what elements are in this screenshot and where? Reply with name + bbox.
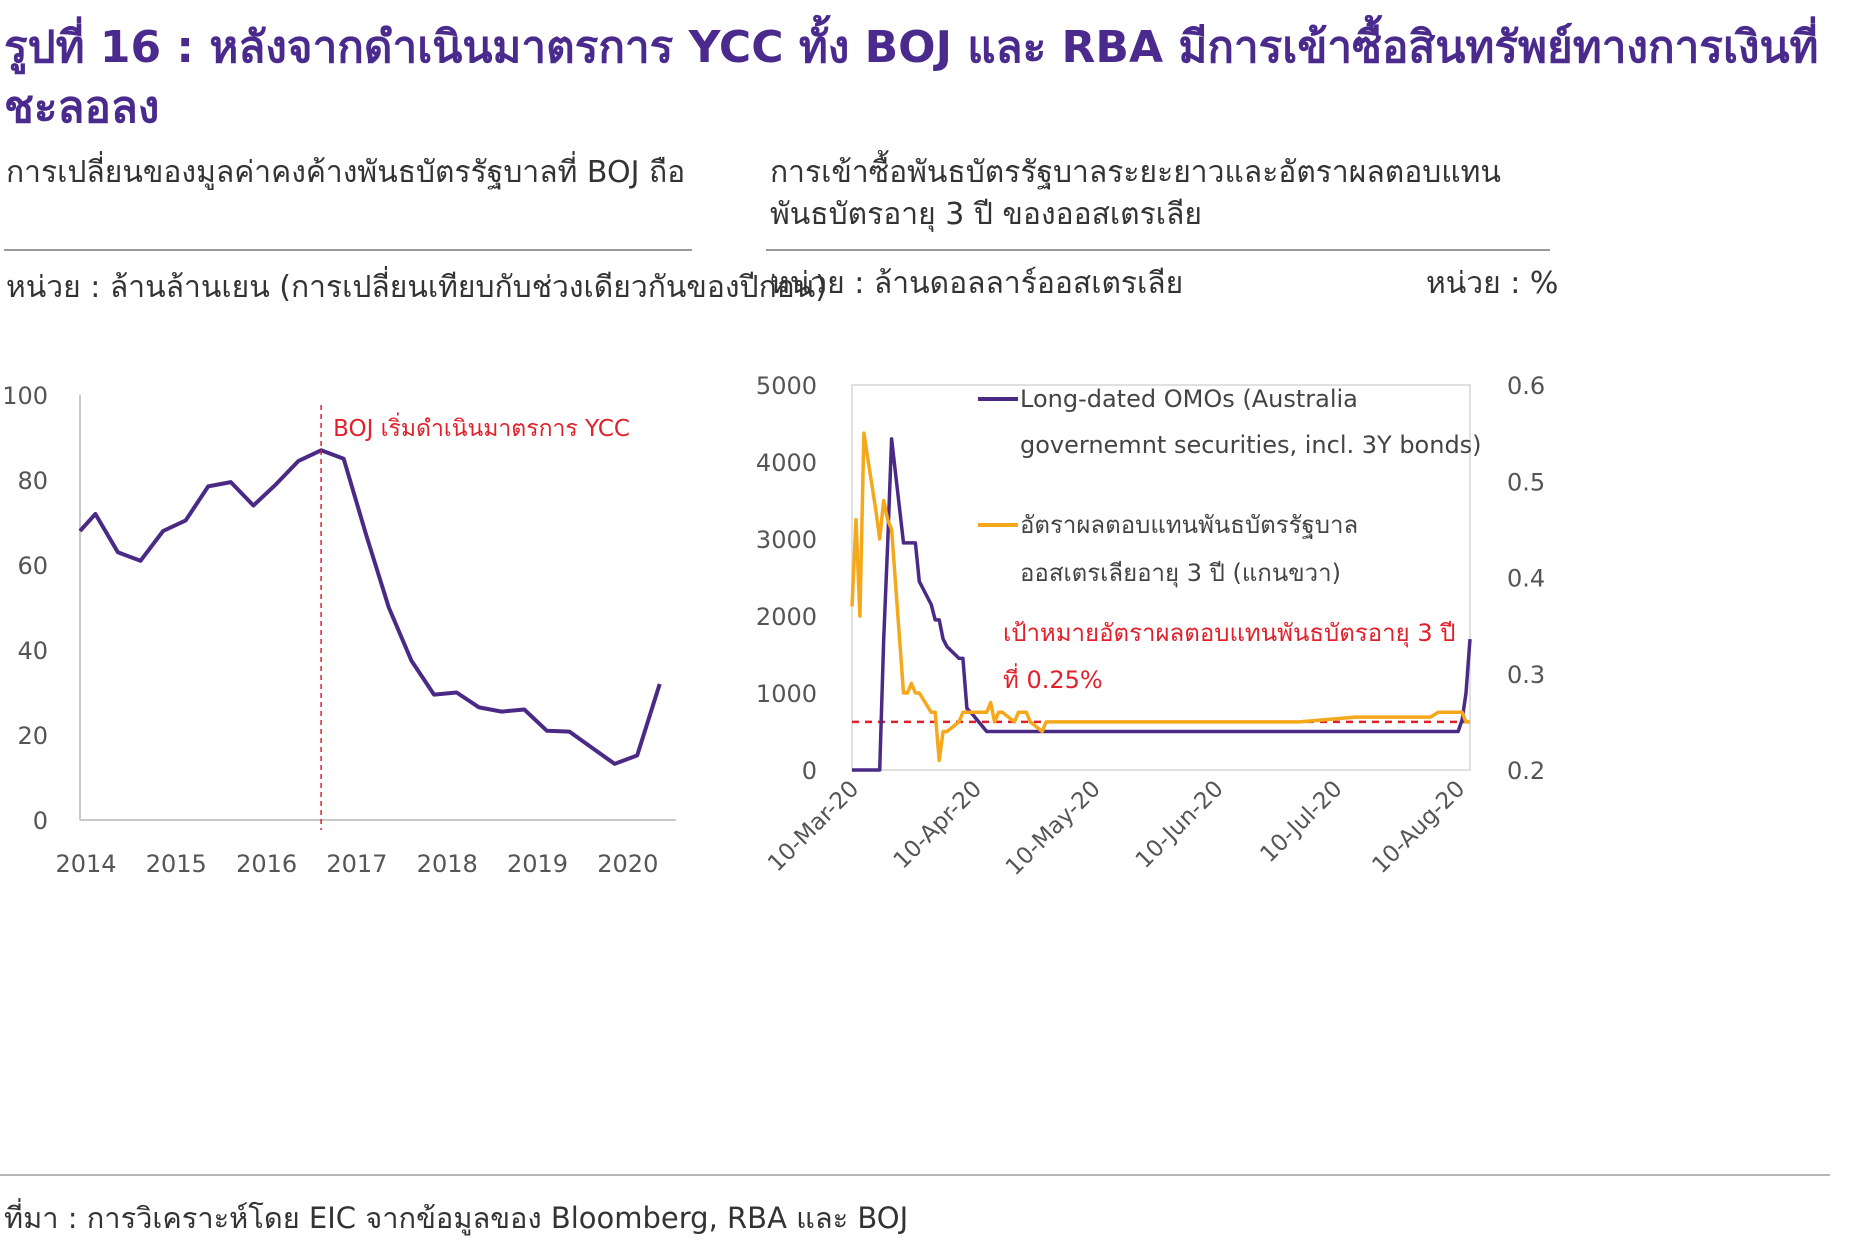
right-y-tick-label: 0.6 xyxy=(1507,372,1545,400)
x-tick-label: 10-May-20 xyxy=(1001,776,1106,881)
right-y-tick-label: 0.5 xyxy=(1507,468,1545,496)
left-y-tick-label: 3000 xyxy=(756,526,817,554)
y-tick-label: 60 xyxy=(17,552,48,580)
right-unit-label: หน่วย : ล้านดอลลาร์ออสเตรเลีย xyxy=(770,266,1184,301)
y-tick-label: 0 xyxy=(33,807,48,835)
right-y-tick-label: 0.3 xyxy=(1507,661,1545,689)
right-y-tick-label: 0.2 xyxy=(1507,757,1545,785)
x-tick-label: 10-Mar-20 xyxy=(763,776,864,877)
y-tick-label: 80 xyxy=(17,467,48,495)
left-y-tick-label: 5000 xyxy=(756,372,817,400)
left-chart-title: การเปลี่ยนของมูลค่าคงค้างพันธบัตรรัฐบาลท… xyxy=(6,155,686,190)
legend-yield-label-line1: อัตราผลตอบแทนพันธบัตรรัฐบาล xyxy=(1020,511,1358,539)
left-divider xyxy=(4,249,692,251)
right-unit-label-percent: หน่วย : % xyxy=(1426,266,1559,301)
figure-title: รูปที่ 16 : หลังจากดำเนินมาตรการ YCC ทั้… xyxy=(4,22,1819,133)
legend-omo-label-line1: Long-dated OMOs (Australia xyxy=(1020,385,1358,413)
x-tick-label: 10-Apr-20 xyxy=(889,776,987,874)
x-tick-label: 2015 xyxy=(146,850,207,878)
x-tick-label: 10-Jul-20 xyxy=(1256,776,1348,868)
right-chart-title-line1: การเข้าซื้อพันธบัตรรัฐบาลระยะยาวและอัตรา… xyxy=(770,155,1501,190)
legend-omo-label-line2: governemnt securities, incl. 3Y bonds) xyxy=(1020,431,1482,459)
source-note: ที่มา : การวิเคราะห์โดย EIC จากข้อมูลของ… xyxy=(4,1201,909,1235)
x-tick-label: 2017 xyxy=(326,850,387,878)
omo-purchases-line xyxy=(852,437,1472,772)
target-annotation-line1: เป้าหมายอัตราผลตอบแทนพันธบัตรอายุ 3 ปี xyxy=(1003,619,1455,648)
y-tick-label: 20 xyxy=(17,722,48,750)
x-tick-label: 2019 xyxy=(507,850,568,878)
left-y-tick-label: 2000 xyxy=(756,603,817,631)
y-tick-label: 40 xyxy=(17,637,48,665)
y-tick-label: 100 xyxy=(2,382,48,410)
footer-divider xyxy=(0,1174,1830,1176)
australia-omo-yield-chart: 5000 4000 3000 2000 1000 0 0.6 0.5 0.4 0.3 0.2 10-M… xyxy=(756,372,1545,881)
x-tick-label: 2014 xyxy=(55,850,116,878)
left-y-tick-label: 4000 xyxy=(756,449,817,477)
ycc-start-annotation: BOJ เริ่มดำเนินมาตรการ YCC xyxy=(333,412,630,442)
x-tick-label: 10-Aug-20 xyxy=(1367,776,1470,879)
x-tick-label: 10-Jun-20 xyxy=(1131,776,1229,874)
boj-holdings-line xyxy=(78,448,662,766)
right-chart-title-line2: พันธบัตรอายุ 3 ปี ของออสเตรเลีย xyxy=(770,197,1202,232)
x-tick-label: 2018 xyxy=(417,850,478,878)
legend-yield-label-line2: ออสเตรเลียอายุ 3 ปี (แกนขวา) xyxy=(1020,559,1341,588)
x-tick-label: 2020 xyxy=(597,850,658,878)
right-divider xyxy=(766,249,1550,251)
target-annotation-line2: ที่ 0.25% xyxy=(1003,663,1103,694)
left-y-tick-label: 1000 xyxy=(756,680,817,708)
left-y-tick-label: 0 xyxy=(802,757,817,785)
right-y-tick-label: 0.4 xyxy=(1507,565,1545,593)
left-unit-label: หน่วย : ล้านล้านเยน (การเปลี่ยนเทียบกับช… xyxy=(6,270,827,305)
yield-3y-line xyxy=(850,431,1470,763)
x-tick-label: 2016 xyxy=(236,850,297,878)
